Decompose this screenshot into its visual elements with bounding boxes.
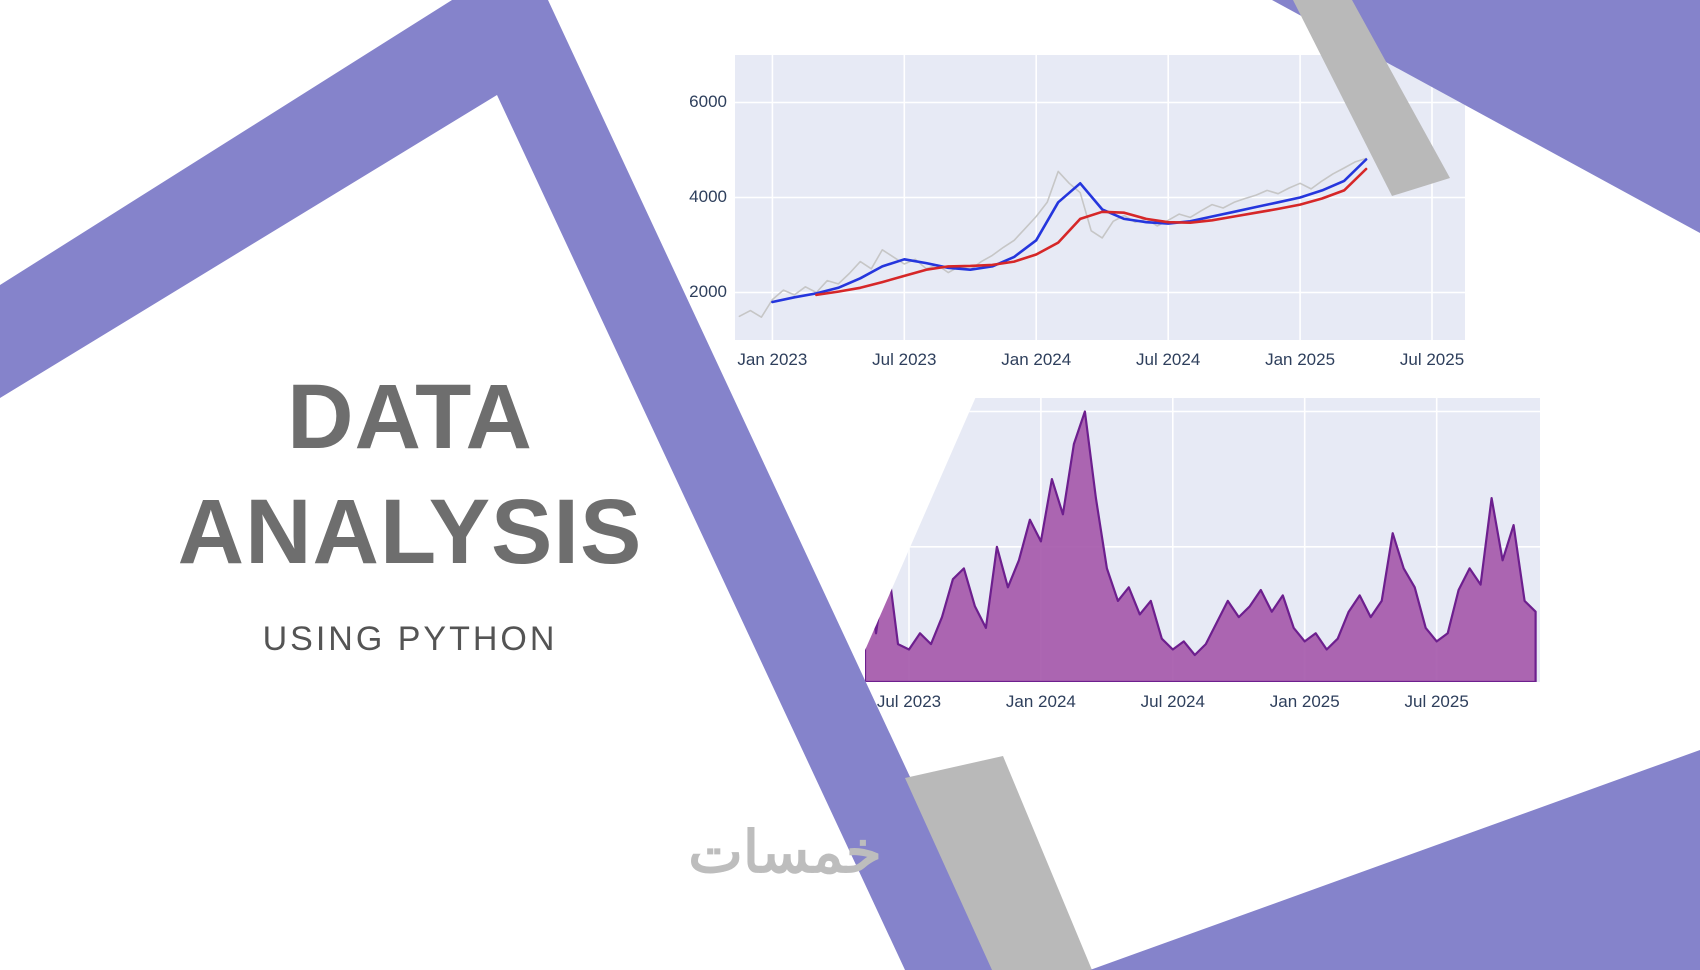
title-block: DATA ANALYSIS USING PYTHON bbox=[140, 360, 680, 659]
x-tick-label: Jul 2025 bbox=[1399, 350, 1465, 369]
x-tick-label: Jul 2023 bbox=[872, 350, 937, 369]
price-line-chart: Jan 2023 Jul 2023 Jan 2024 Jul 2024 Jan 2025… bbox=[680, 50, 1470, 370]
title-line-1: DATA bbox=[287, 366, 533, 468]
x-tick-label: Jul 2023 bbox=[876, 692, 942, 711]
volatility-area-chart: Jul 2023 Jan 2024 Jul 2024 Jan 2025 Jul 2025 bbox=[838, 392, 1540, 712]
subtitle: USING PYTHON bbox=[262, 620, 558, 658]
purple-band-bottom-right bbox=[1090, 750, 1700, 970]
x-tick-label: Jan 2024 bbox=[1005, 692, 1076, 711]
x-tick-label: Jul 2024 bbox=[1140, 692, 1205, 711]
x-tick-label: Jan 2025 bbox=[1269, 692, 1340, 711]
title-line-2: ANALYSIS bbox=[177, 481, 643, 583]
gray-strip-bottom bbox=[905, 756, 1092, 970]
area-chart-plot bbox=[865, 398, 1540, 682]
khamsat-watermark: خمسات bbox=[688, 820, 882, 885]
x-tick-label: Jan 2023 bbox=[737, 350, 808, 369]
y-tick-label: 4000 bbox=[689, 186, 727, 206]
x-tick-label: Jul 2025 bbox=[1404, 692, 1469, 711]
line-chart-plot bbox=[735, 55, 1465, 340]
x-tick-label: Jan 2025 bbox=[1265, 350, 1336, 369]
y-tick-label: 2000 bbox=[689, 281, 727, 301]
y-tick-label: 6000 bbox=[689, 91, 727, 111]
x-tick-label: Jan 2024 bbox=[1001, 350, 1072, 369]
x-tick-label: Jul 2024 bbox=[1136, 350, 1201, 369]
